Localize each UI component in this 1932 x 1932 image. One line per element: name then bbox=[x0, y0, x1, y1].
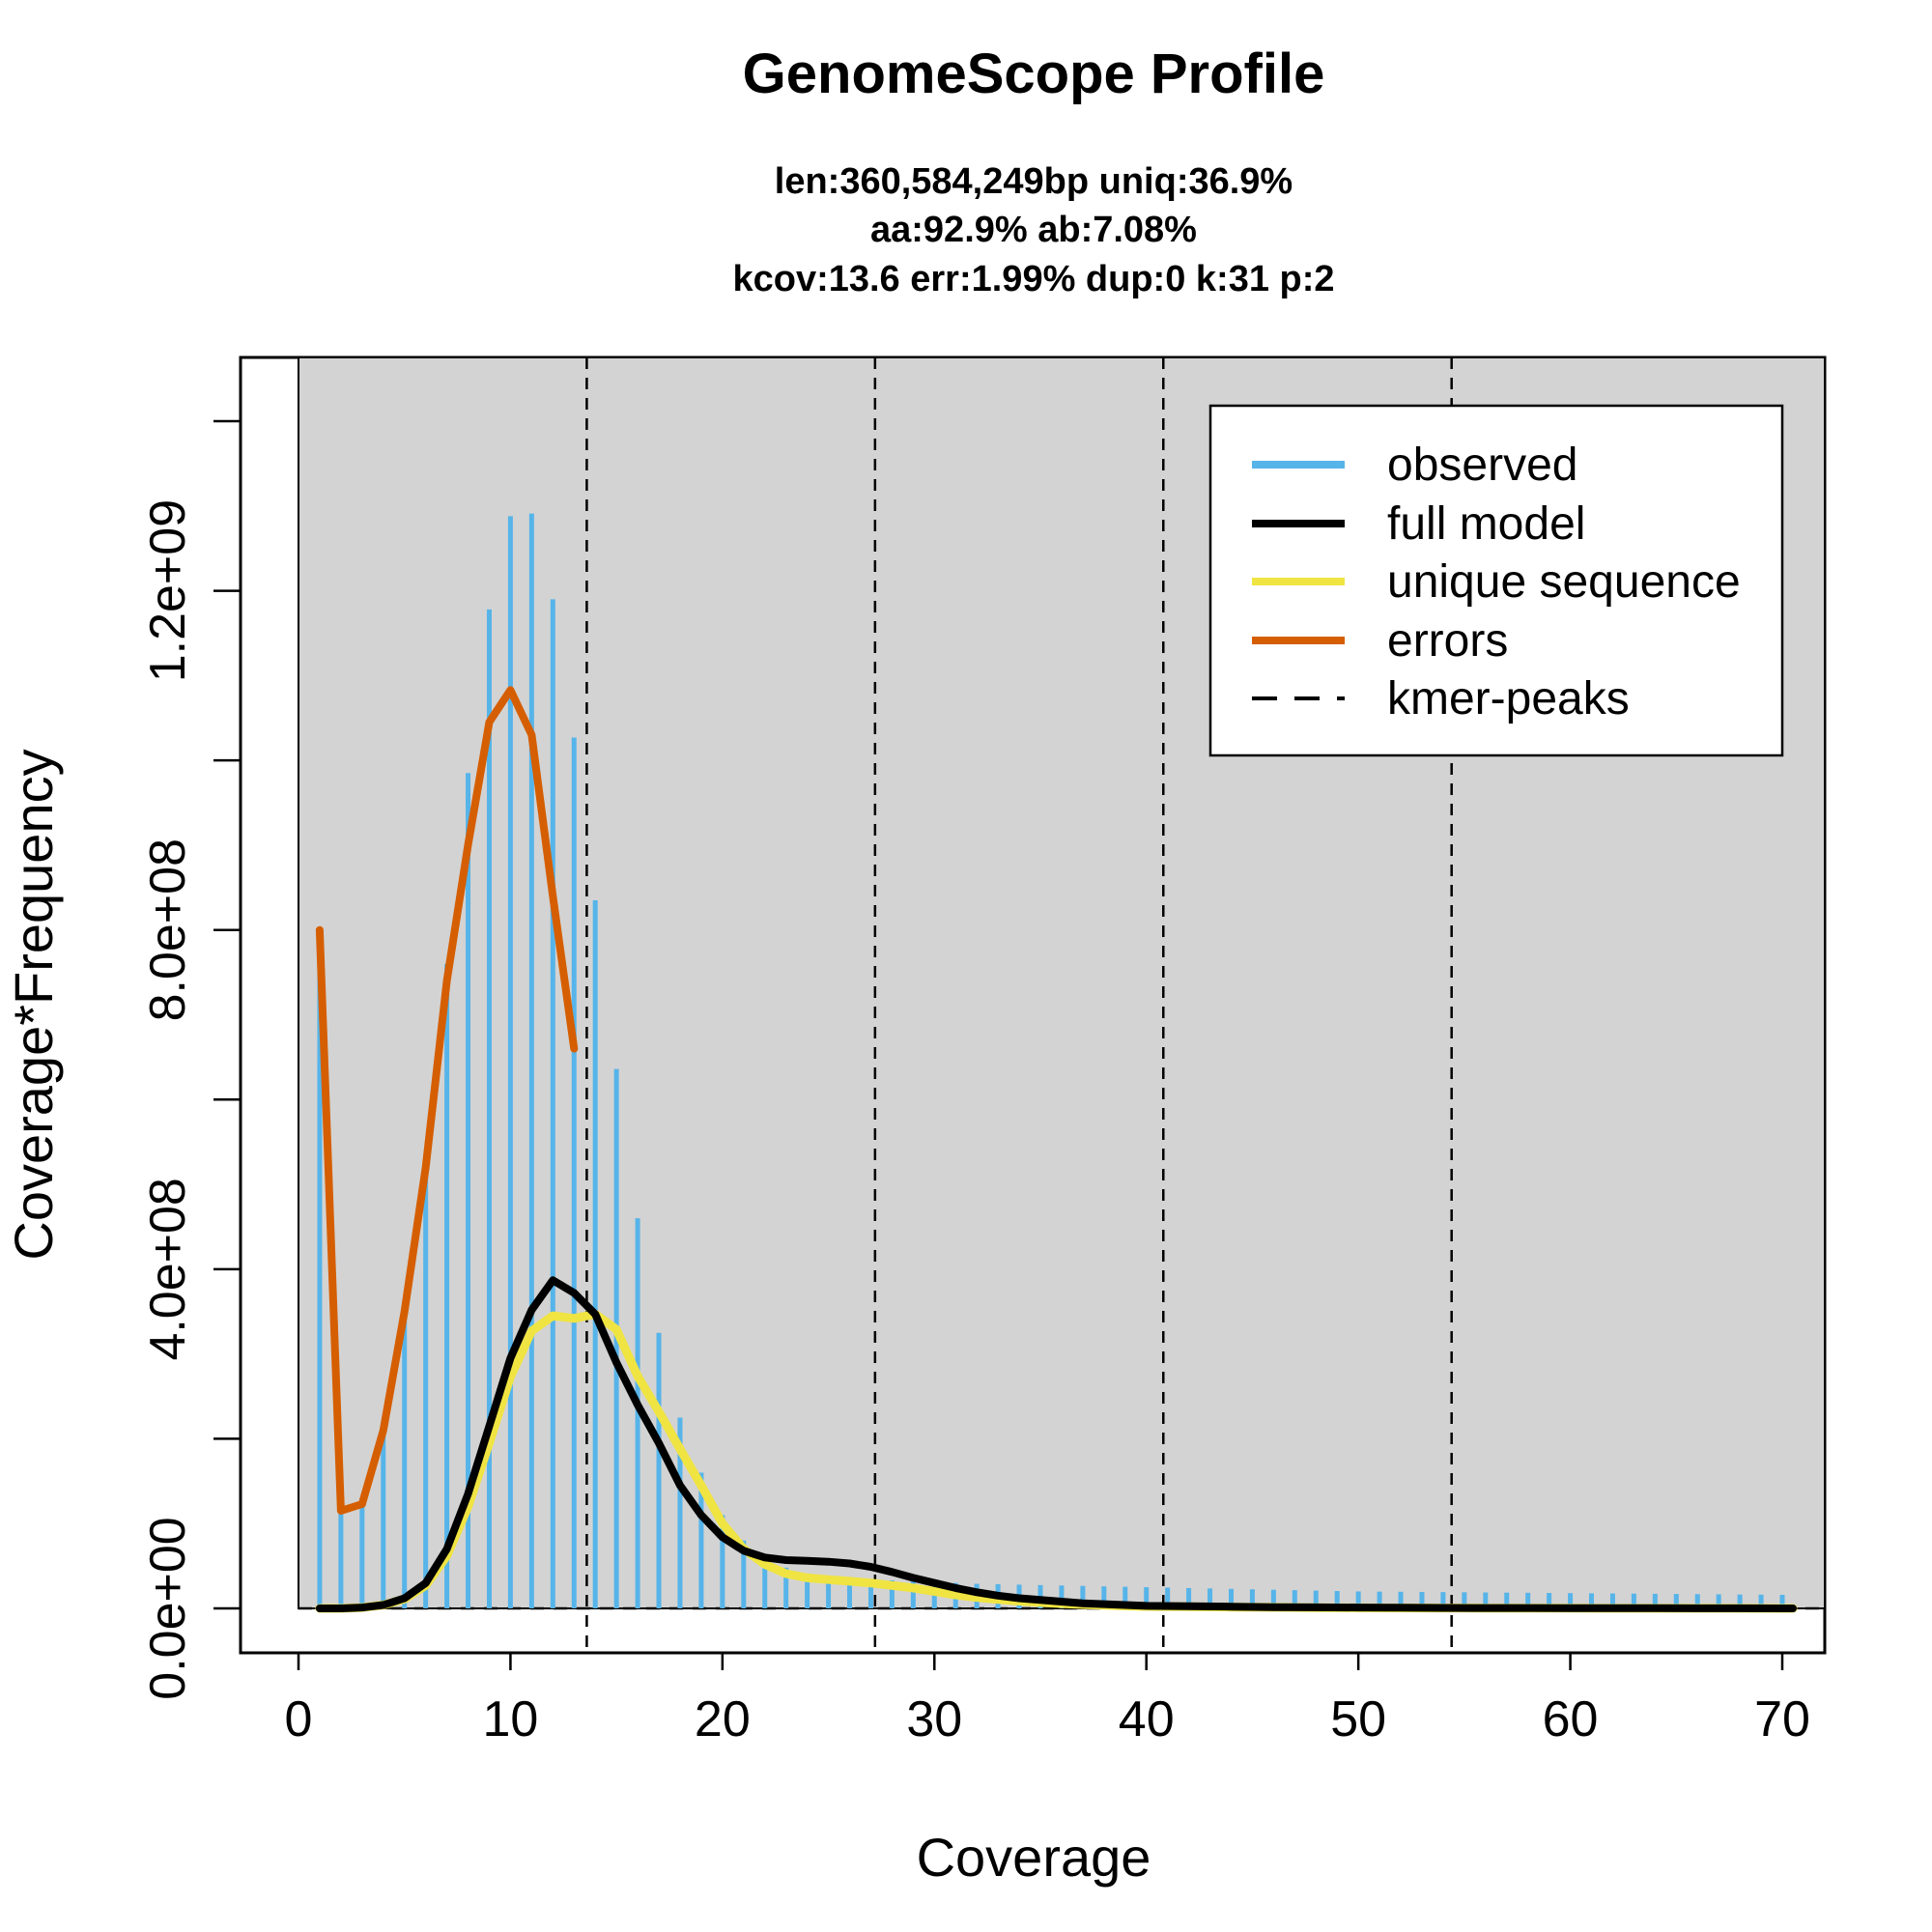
model-lines bbox=[315, 686, 1798, 1613]
y-tick-label: 0.0e+00 bbox=[140, 1517, 196, 1699]
errors-line bbox=[315, 686, 579, 1515]
chart-subtitle-line-1: len:360,584,249bp uniq:36.9% bbox=[775, 161, 1293, 202]
y-tick-label: 1.2e+09 bbox=[140, 499, 196, 682]
legend-label-errors: errors bbox=[1387, 615, 1508, 667]
y-tick-label: 8.0e+08 bbox=[140, 838, 196, 1021]
x-axis-label: Coverage bbox=[917, 1827, 1151, 1888]
kmer-peak-lines bbox=[585, 357, 1453, 1653]
legend-label-observed: observed bbox=[1387, 440, 1577, 491]
x-tick-label: 20 bbox=[695, 1691, 751, 1747]
x-tick-label: 0 bbox=[285, 1691, 313, 1747]
x-axis: 0 10 20 30 40 50 60 70 bbox=[285, 1653, 1810, 1747]
x-tick-label: 50 bbox=[1330, 1691, 1386, 1747]
observed-bars bbox=[317, 513, 1785, 1608]
y-tick-label: 4.0e+08 bbox=[140, 1178, 196, 1360]
x-tick-label: 40 bbox=[1119, 1691, 1175, 1747]
full-model-line bbox=[315, 1276, 1797, 1612]
x-tick-label: 60 bbox=[1543, 1691, 1599, 1747]
x-tick-label: 30 bbox=[906, 1691, 962, 1747]
legend: observed full model unique sequence erro… bbox=[1208, 404, 1784, 757]
chart-subtitle-line-3: kcov:13.6 err:1.99% dup:0 k:31 p:2 bbox=[732, 259, 1334, 299]
chart-title: GenomeScope Profile bbox=[743, 43, 1325, 105]
legend-label-unique-sequence: unique sequence bbox=[1387, 556, 1741, 608]
y-axis-label: Coverage*Frequency bbox=[3, 749, 64, 1260]
y-axis: 0.0e+00 4.0e+08 8.0e+08 1.2e+09 bbox=[140, 419, 241, 1700]
x-tick-label: 70 bbox=[1754, 1691, 1810, 1747]
legend-label-kmer-peaks: kmer-peaks bbox=[1387, 673, 1630, 724]
legend-label-full-model: full model bbox=[1387, 498, 1585, 550]
chart-subtitle-line-2: aa:92.9% ab:7.08% bbox=[870, 210, 1197, 250]
x-tick-label: 10 bbox=[483, 1691, 539, 1747]
